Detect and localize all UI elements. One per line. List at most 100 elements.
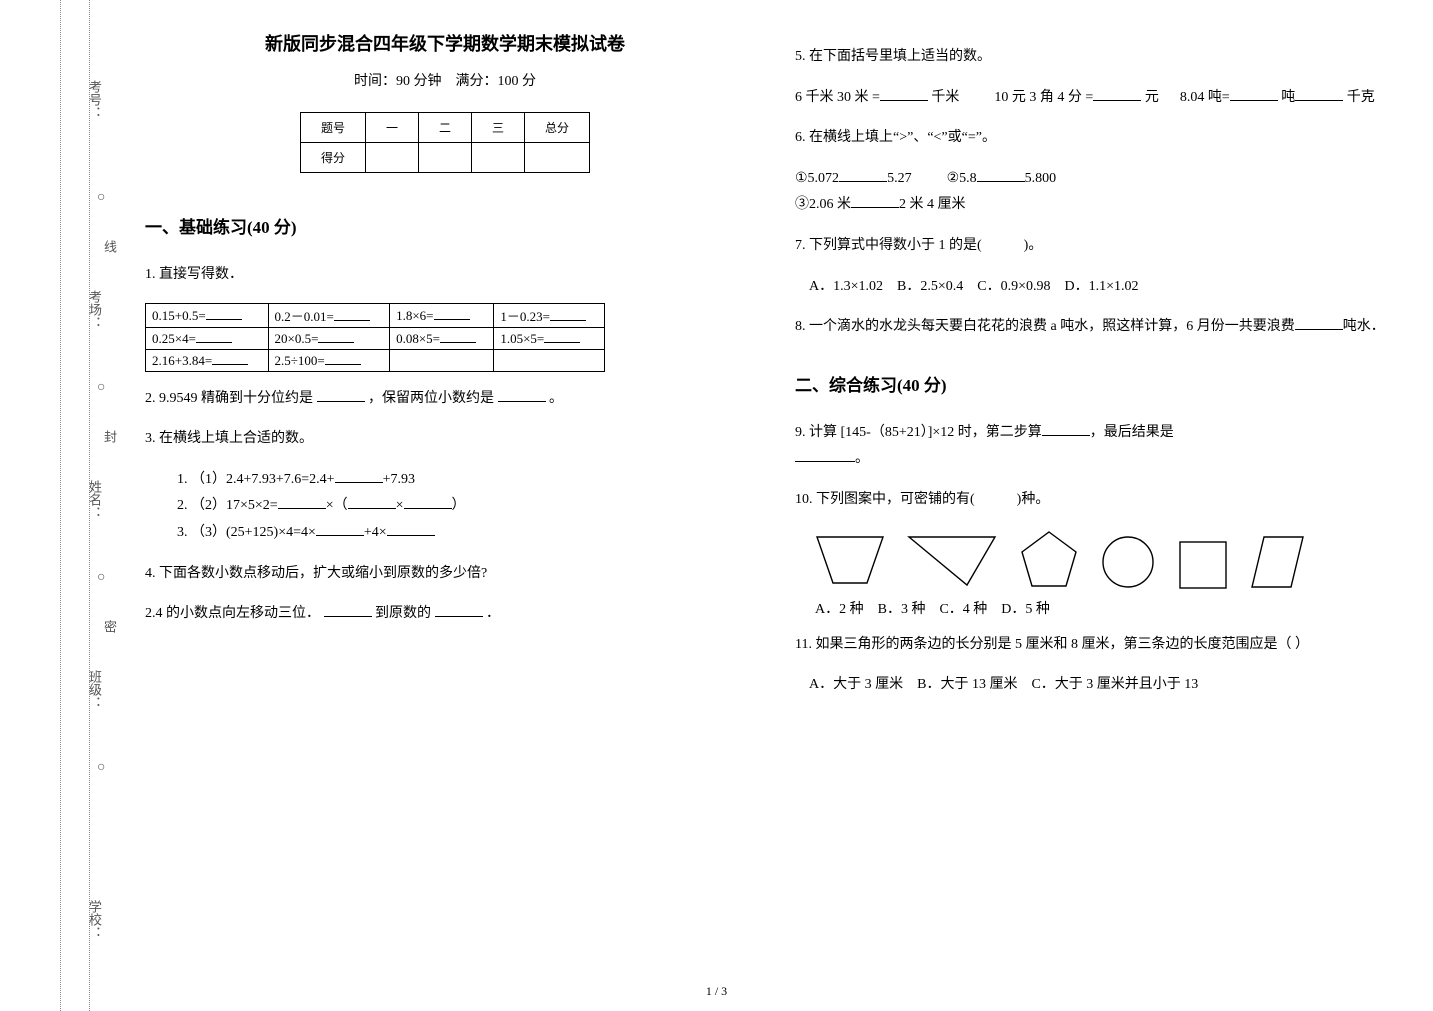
answer-blank[interactable] (434, 307, 470, 320)
score-cell (365, 143, 418, 173)
calc-cell: 20×0.5= (268, 327, 390, 349)
answer-blank[interactable] (498, 388, 546, 402)
table-row: 2.16+3.84= 2.5÷100= (146, 349, 605, 371)
q2-text-c: 。 (549, 391, 563, 406)
answer-blank[interactable] (278, 495, 326, 509)
binding-mark-seal: 封 (100, 430, 119, 449)
q11-label: 11. 如果三角形的两条边的长分别是 5 厘米和 8 厘米，第三条边的长度范围应… (795, 632, 1395, 659)
list-item: （2）17×5×2=×（×） (191, 493, 745, 520)
calc-cell: 0.15+0.5= (146, 303, 269, 327)
binding-label-room: 考场： (85, 290, 104, 329)
score-header: 一 (365, 113, 418, 143)
section-heading-2: 二、综合练习(40 分) (795, 371, 1395, 396)
answer-blank[interactable] (1093, 87, 1141, 101)
calc-cell: 0.08×5= (390, 327, 494, 349)
list-item: （1）2.4+7.93+7.6=2.4++7.93 (191, 467, 745, 494)
answer-blank[interactable] (1295, 316, 1343, 330)
score-cell (472, 143, 525, 173)
q3-list: （1）2.4+7.93+7.6=2.4++7.93 （2）17×5×2=×（×）… (191, 467, 745, 547)
answer-blank[interactable] (435, 603, 483, 617)
calc-cell (390, 349, 494, 371)
q3-label: 3. 在横线上填上合适的数。 (145, 426, 745, 453)
answer-blank[interactable] (334, 308, 370, 321)
q1-calc-table: 0.15+0.5= 0.2－0.01= 1.8×6= 1－0.23= 0.25×… (145, 303, 605, 372)
answer-blank[interactable] (1295, 87, 1343, 101)
q1-label: 1. 直接写得数． (145, 262, 745, 289)
answer-blank[interactable] (550, 308, 586, 321)
answer-blank[interactable] (325, 352, 361, 365)
answer-blank[interactable] (1042, 422, 1090, 436)
answer-blank[interactable] (544, 330, 580, 343)
binding-circle: ○ (97, 570, 105, 586)
q6-label: 6. 在横线上填上“>”、“<”或“=”。 (795, 125, 1395, 152)
binding-mark-line: 线 (100, 240, 119, 259)
score-header: 二 (418, 113, 471, 143)
q5-label: 5. 在下面括号里填上适当的数。 (795, 44, 1395, 71)
score-header: 三 (472, 113, 525, 143)
exam-title: 新版同步混合四年级下学期数学期末模拟试卷 (145, 30, 745, 56)
answer-blank[interactable] (206, 307, 242, 320)
q6-body: ①5.0725.27 ②5.85.800 ③2.06 米2 米 4 厘米 (795, 166, 1395, 219)
answer-blank[interactable] (348, 495, 396, 509)
list-item: （3）(25+125)×4=4×+4× (191, 520, 745, 547)
binding-circle: ○ (97, 380, 105, 396)
answer-blank[interactable] (324, 603, 372, 617)
binding-mark-secret: 密 (100, 620, 119, 639)
calc-cell: 2.5÷100= (268, 349, 390, 371)
answer-blank[interactable] (880, 87, 928, 101)
q4-body: 2.4 的小数点向左移动三位． 到原数的 ． (145, 601, 745, 628)
answer-blank[interactable] (795, 448, 855, 462)
answer-blank[interactable] (317, 388, 365, 402)
q9: 9. 计算 [145-（85+21）]×12 时，第二步算，最后结果是 。 (795, 420, 1395, 473)
q11-options: A．大于 3 厘米 B．大于 13 厘米 C．大于 3 厘米并且小于 13 (809, 672, 1395, 699)
score-table: 题号 一 二 三 总分 得分 (300, 112, 590, 173)
answer-blank[interactable] (316, 522, 364, 536)
answer-blank[interactable] (212, 352, 248, 365)
circle-icon (1101, 535, 1156, 590)
table-row: 题号 一 二 三 总分 (300, 113, 589, 143)
calc-cell: 2.16+3.84= (146, 349, 269, 371)
triangle-icon (907, 535, 997, 590)
answer-blank[interactable] (1230, 87, 1278, 101)
binding-label-exam-id: 考号： (85, 80, 104, 119)
section-heading-1: 一、基础练习(40 分) (145, 213, 745, 238)
answer-blank[interactable] (404, 495, 452, 509)
q5-body: 6 千米 30 米 = 千米 10 元 3 角 4 分 = 元 8.04 吨= … (795, 85, 1395, 112)
calc-cell: 1.05×5= (494, 327, 605, 349)
binding-label-name: 姓名： (85, 480, 104, 519)
binding-label-school: 学校： (85, 900, 104, 939)
answer-blank[interactable] (335, 469, 383, 483)
page-content: 新版同步混合四年级下学期数学期末模拟试卷 时间：90 分钟 满分：100 分 题… (145, 30, 1405, 713)
score-row-label: 得分 (300, 143, 365, 173)
answer-blank[interactable] (839, 168, 887, 182)
column-right: 5. 在下面括号里填上适当的数。 6 千米 30 米 = 千米 10 元 3 角… (795, 30, 1395, 713)
q8: 8. 一个滴水的水龙头每天要白花花的浪费 a 吨水，照这样计算，6 月份一共要浪… (795, 314, 1395, 341)
q2: 2. 9.9549 精确到十分位约是 ，保留两位小数约是 。 (145, 386, 745, 413)
answer-blank[interactable] (440, 330, 476, 343)
trapezoid-icon (815, 535, 885, 590)
page-number: 1 / 3 (706, 984, 727, 999)
table-row: 得分 (300, 143, 589, 173)
score-cell (418, 143, 471, 173)
answer-blank[interactable] (318, 330, 354, 343)
table-row: 0.25×4= 20×0.5= 0.08×5= 1.05×5= (146, 327, 605, 349)
q10-options: A．2 种 B．3 种 C．4 种 D．5 种 (815, 598, 1395, 618)
score-header: 题号 (300, 113, 365, 143)
answer-blank[interactable] (851, 194, 899, 208)
answer-blank[interactable] (977, 168, 1025, 182)
parallelogram-icon (1250, 535, 1305, 590)
calc-cell: 0.2－0.01= (268, 303, 390, 327)
q10-label: 10. 下列图案中，可密铺的有( )种。 (795, 487, 1395, 514)
calc-cell (494, 349, 605, 371)
answer-blank[interactable] (196, 330, 232, 343)
q2-text-a: 2. 9.9549 精确到十分位约是 (145, 391, 313, 406)
score-cell (525, 143, 590, 173)
square-icon (1178, 540, 1228, 590)
column-left: 新版同步混合四年级下学期数学期末模拟试卷 时间：90 分钟 满分：100 分 题… (145, 30, 745, 713)
calc-cell: 1－0.23= (494, 303, 605, 327)
binding-circle: ○ (97, 190, 105, 206)
table-row: 0.15+0.5= 0.2－0.01= 1.8×6= 1－0.23= (146, 303, 605, 327)
answer-blank[interactable] (387, 522, 435, 536)
pentagon-icon (1019, 530, 1079, 590)
q2-text-b: ，保留两位小数约是 (368, 391, 494, 406)
